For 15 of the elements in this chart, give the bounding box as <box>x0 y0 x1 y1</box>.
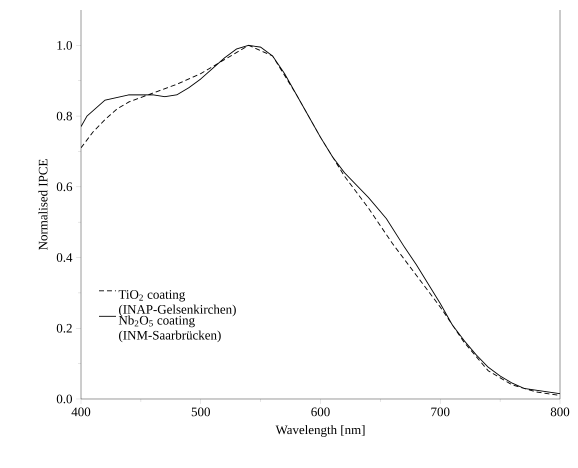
x-tick-label: 800 <box>550 408 570 416</box>
y-tick-label: 0.6 <box>56 182 72 192</box>
x-tick-label: 500 <box>192 408 210 416</box>
y-tick-label: 0.4 <box>56 253 72 262</box>
legend-label: TiO$_{2}$ coating (INAP-Gelsenkirchen) <box>118 290 236 316</box>
x-axis-title: Wavelength [nm] <box>276 425 365 437</box>
y-tick-label: 0.2 <box>56 324 72 333</box>
x-tick-label: 700 <box>431 408 450 416</box>
x-tick-label: 600 <box>311 408 330 416</box>
y-axis-title: Normalised IPCE <box>38 159 48 250</box>
legend-label: Nb$_{2}$O$_{5}$ coating (INM-Saarbrücken) <box>118 316 221 342</box>
y-tick-label: 0.8 <box>56 112 72 120</box>
y-tick-label: 1.0 <box>57 40 72 50</box>
y-tick-label: 0.0 <box>56 394 72 404</box>
x-tick-label: 400 <box>72 408 90 416</box>
